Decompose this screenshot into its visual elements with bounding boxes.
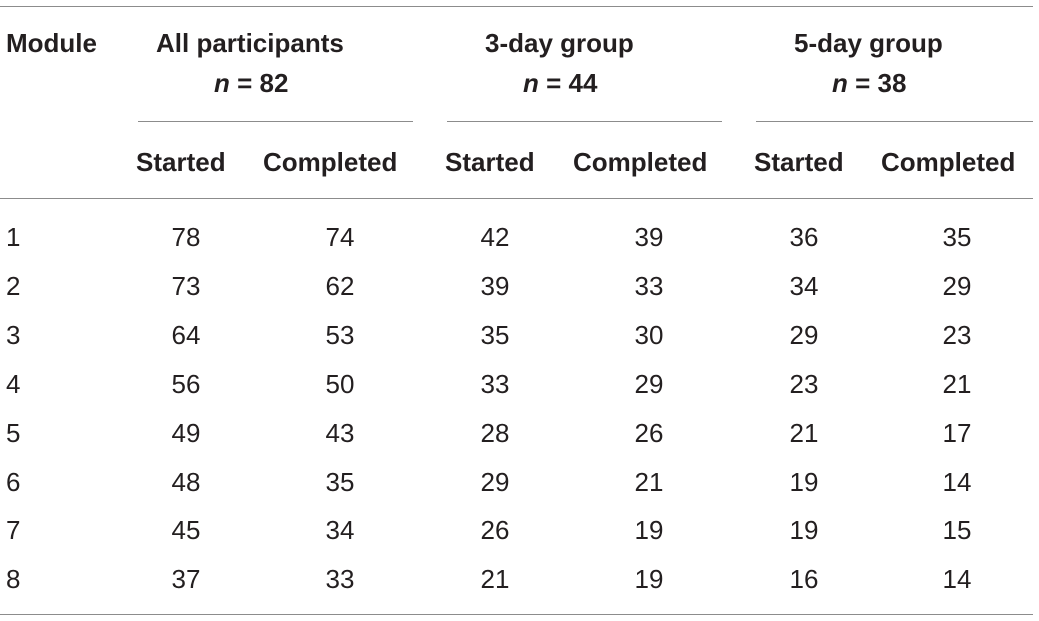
value-cell: 37 bbox=[171, 564, 201, 594]
value-cell: 29 bbox=[480, 467, 510, 497]
value-cell: 21 bbox=[789, 418, 819, 448]
value-cell: 19 bbox=[634, 564, 664, 594]
value-cell: 21 bbox=[942, 369, 972, 399]
module-number: 6 bbox=[6, 467, 21, 497]
value-cell: 39 bbox=[480, 271, 510, 301]
value-cell: 23 bbox=[942, 320, 972, 350]
value-cell: 29 bbox=[789, 320, 819, 350]
value-cell: 33 bbox=[325, 564, 355, 594]
value-cell: 23 bbox=[789, 369, 819, 399]
value-cell: 14 bbox=[942, 564, 972, 594]
module-number: 8 bbox=[6, 564, 21, 594]
group-rule-all-participants bbox=[138, 121, 413, 122]
value-cell: 33 bbox=[480, 369, 510, 399]
value-cell: 19 bbox=[634, 515, 664, 545]
value-cell: 21 bbox=[634, 467, 664, 497]
module-number: 3 bbox=[6, 320, 21, 350]
value-cell: 33 bbox=[634, 271, 664, 301]
value-cell: 36 bbox=[789, 222, 819, 252]
subheader-started: Started bbox=[754, 147, 844, 177]
group-rule-5-day bbox=[756, 121, 1033, 122]
subheader-completed: Completed bbox=[263, 147, 398, 177]
subheader-started: Started bbox=[445, 147, 535, 177]
group-header-all-participants: All participants bbox=[156, 28, 344, 58]
group-header-3-day: 3-day group bbox=[485, 28, 634, 58]
value-cell: 62 bbox=[325, 271, 355, 301]
value-cell: 34 bbox=[325, 515, 355, 545]
value-cell: 39 bbox=[634, 222, 664, 252]
module-number: 7 bbox=[6, 515, 21, 545]
value-cell: 14 bbox=[942, 467, 972, 497]
value-cell: 50 bbox=[325, 369, 355, 399]
module-number: 2 bbox=[6, 271, 21, 301]
subheader-started: Started bbox=[136, 147, 226, 177]
value-cell: 26 bbox=[634, 418, 664, 448]
group-rule-3-day bbox=[447, 121, 722, 122]
value-cell: 56 bbox=[171, 369, 201, 399]
module-number: 1 bbox=[6, 222, 21, 252]
value-cell: 53 bbox=[325, 320, 355, 350]
value-cell: 21 bbox=[480, 564, 510, 594]
table-bottom-rule bbox=[0, 614, 1033, 615]
value-cell: 29 bbox=[942, 271, 972, 301]
value-cell: 15 bbox=[942, 515, 972, 545]
group-n-all-participants: n = 82 bbox=[214, 68, 289, 98]
module-column-header: Module bbox=[6, 28, 97, 58]
table-top-rule bbox=[0, 6, 1033, 7]
value-cell: 35 bbox=[942, 222, 972, 252]
value-cell: 35 bbox=[325, 467, 355, 497]
value-cell: 28 bbox=[480, 418, 510, 448]
subheader-completed: Completed bbox=[881, 147, 1016, 177]
group-header-5-day: 5-day group bbox=[794, 28, 943, 58]
value-cell: 34 bbox=[789, 271, 819, 301]
value-cell: 29 bbox=[634, 369, 664, 399]
value-cell: 49 bbox=[171, 418, 201, 448]
value-cell: 19 bbox=[789, 515, 819, 545]
value-cell: 17 bbox=[942, 418, 972, 448]
group-n-3-day: n = 44 bbox=[523, 68, 598, 98]
value-cell: 35 bbox=[480, 320, 510, 350]
value-cell: 45 bbox=[171, 515, 201, 545]
value-cell: 43 bbox=[325, 418, 355, 448]
group-n-5-day: n = 38 bbox=[832, 68, 907, 98]
value-cell: 73 bbox=[171, 271, 201, 301]
module-number: 5 bbox=[6, 418, 21, 448]
value-cell: 42 bbox=[480, 222, 510, 252]
value-cell: 30 bbox=[634, 320, 664, 350]
value-cell: 16 bbox=[789, 564, 819, 594]
value-cell: 74 bbox=[325, 222, 355, 252]
value-cell: 19 bbox=[789, 467, 819, 497]
module-number: 4 bbox=[6, 369, 21, 399]
value-cell: 64 bbox=[171, 320, 201, 350]
header-bottom-rule bbox=[0, 198, 1033, 199]
subheader-completed: Completed bbox=[573, 147, 708, 177]
value-cell: 26 bbox=[480, 515, 510, 545]
value-cell: 78 bbox=[171, 222, 201, 252]
value-cell: 48 bbox=[171, 467, 201, 497]
